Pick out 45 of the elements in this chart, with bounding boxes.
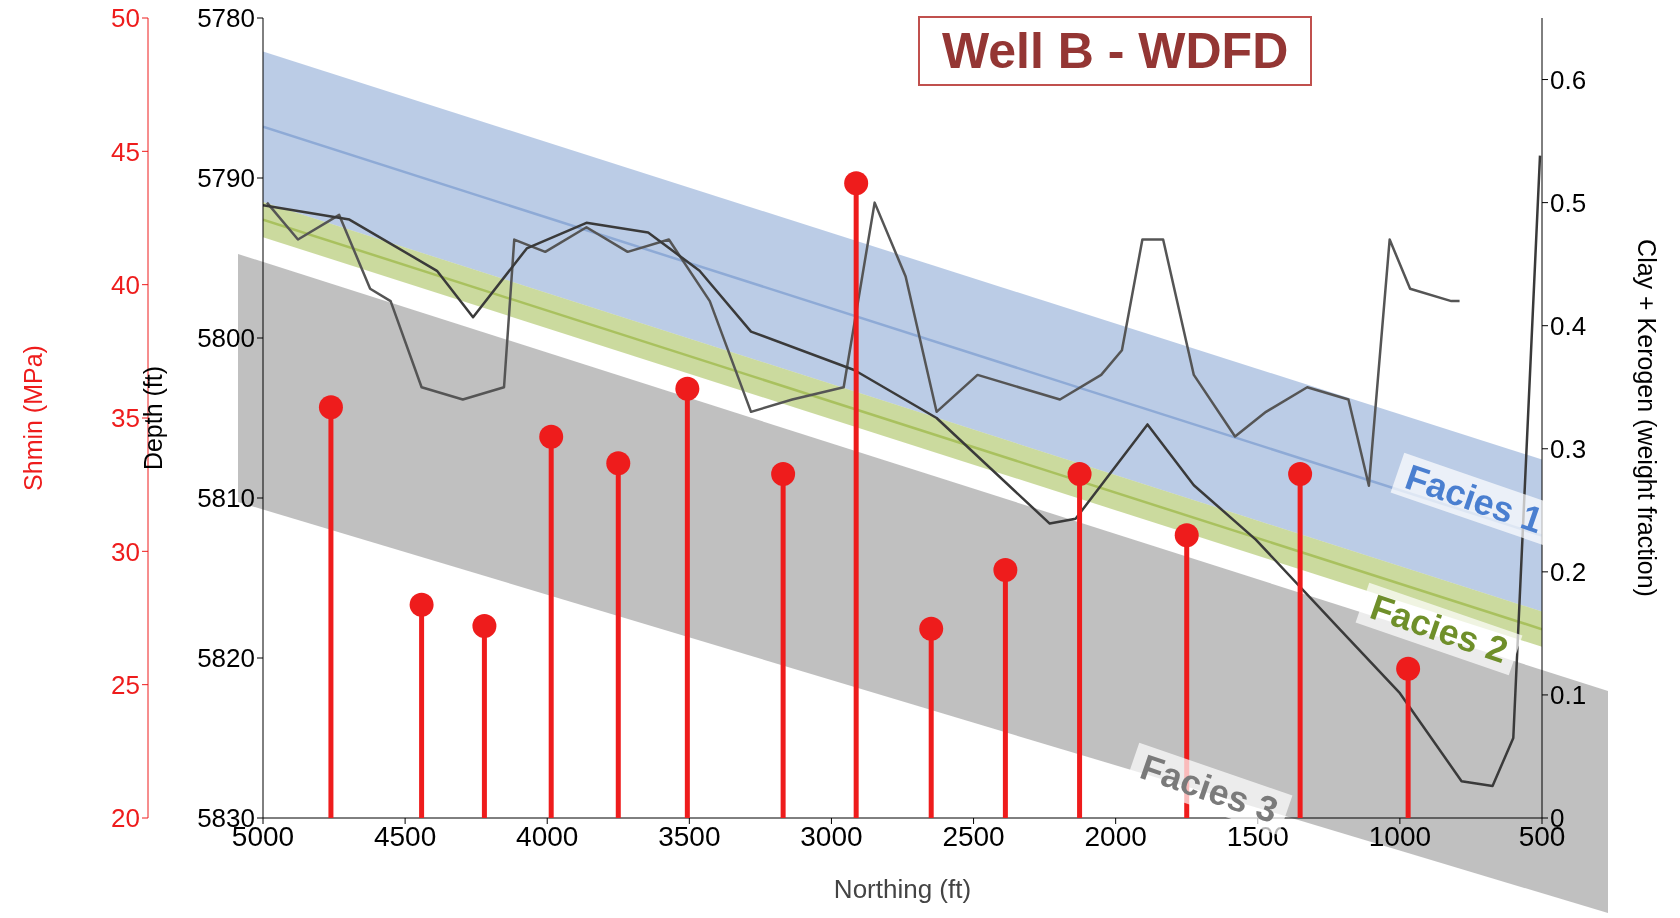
x-axis-title: Northing (ft) bbox=[833, 874, 972, 904]
x-tick-label: 4000 bbox=[516, 820, 579, 852]
annotation: Facies 1 bbox=[1400, 456, 1549, 542]
y2-tick-label: 0.5 bbox=[1550, 187, 1587, 218]
y2-tick-label: 0.1 bbox=[1550, 680, 1587, 711]
point bbox=[472, 614, 497, 638]
point bbox=[675, 376, 700, 401]
y2-tick-label: 0.4 bbox=[1550, 310, 1587, 341]
y-tick-label: 45 bbox=[111, 136, 140, 167]
y-tick-label: 40 bbox=[111, 269, 140, 300]
x-tick-label: 2500 bbox=[942, 820, 1005, 852]
point bbox=[539, 424, 564, 449]
y-axis-title: Shmin (MPa) bbox=[18, 345, 47, 491]
point bbox=[919, 616, 944, 641]
x-tick-label: 1000 bbox=[1368, 820, 1432, 852]
y-tick-label: 35 bbox=[111, 403, 140, 434]
y-tick-label: 20 bbox=[111, 803, 140, 834]
point bbox=[318, 395, 343, 420]
y-tick-label: 50 bbox=[111, 3, 140, 34]
annotation: Facies 2 bbox=[1355, 582, 1523, 676]
point bbox=[606, 451, 631, 476]
y3-axis-title: Depth (ft) bbox=[138, 365, 167, 471]
point bbox=[771, 462, 796, 486]
y3-tick-label: 5800 bbox=[197, 323, 255, 354]
y3-tick-label: 5790 bbox=[197, 163, 255, 194]
point bbox=[409, 592, 434, 617]
y2-tick-label: 0.6 bbox=[1550, 64, 1587, 95]
y-tick-label: 25 bbox=[111, 669, 140, 700]
point bbox=[993, 558, 1018, 582]
y2-tick-label: 0.2 bbox=[1550, 557, 1587, 588]
x-tick-label: 3000 bbox=[800, 820, 863, 852]
y-tick-label: 30 bbox=[111, 536, 140, 567]
point bbox=[844, 171, 869, 196]
chart-title: Well B - WDFD bbox=[918, 16, 1313, 86]
point bbox=[1067, 462, 1092, 486]
point bbox=[1396, 656, 1421, 681]
y3-tick-label: 5810 bbox=[197, 483, 255, 514]
x-tick-label: 4500 bbox=[373, 820, 437, 852]
point bbox=[1174, 523, 1199, 548]
y2-tick-label: 0.3 bbox=[1550, 434, 1587, 464]
y3-tick-label: 5780 bbox=[197, 3, 255, 34]
y3-tick-label: 5820 bbox=[197, 643, 255, 674]
point bbox=[1288, 462, 1313, 486]
y2-axis-title: Clay + Kerogen (weight fraction) bbox=[1633, 239, 1662, 597]
x-tick-label: 3500 bbox=[658, 820, 721, 852]
